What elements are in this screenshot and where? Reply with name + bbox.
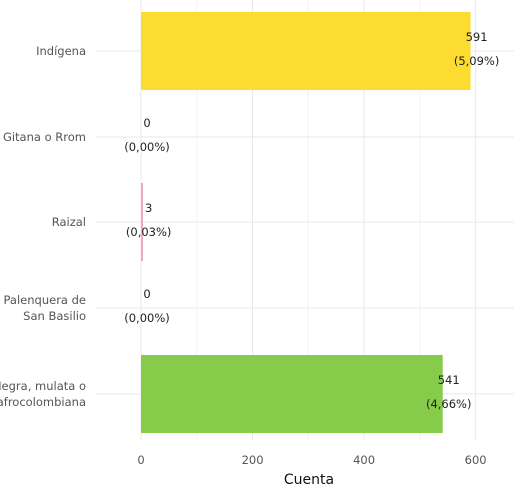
data-label-value: 3 xyxy=(145,201,152,215)
data-label-percent: (4,66%) xyxy=(426,397,472,411)
data-label-value: 0 xyxy=(143,116,150,130)
x-axis-ticks: 0 200 400 600 xyxy=(137,453,486,467)
data-label-percent: (0,00%) xyxy=(124,311,170,325)
data-label-value: 541 xyxy=(438,373,460,387)
bar xyxy=(141,355,443,433)
data-label-value: 591 xyxy=(466,30,488,44)
category-label: Negra, mulata o xyxy=(0,379,86,393)
bar xyxy=(141,183,143,261)
category-label: San Basilio xyxy=(23,309,86,323)
bar xyxy=(141,12,471,90)
category-label: Palenquera de xyxy=(4,293,87,307)
x-tick-label: 200 xyxy=(242,453,264,467)
data-label-percent: (0,03%) xyxy=(126,225,172,239)
category-label: Gitana o Rrom xyxy=(3,130,86,144)
data-label-percent: (0,00%) xyxy=(124,140,170,154)
category-labels: Indígena Gitana o Rrom Raizal Palenquera de… xyxy=(0,44,86,409)
category-label: Raizal xyxy=(52,215,86,229)
x-tick-label: 400 xyxy=(353,453,375,467)
data-label-percent: (5,09%) xyxy=(454,54,500,68)
x-axis-title: Cuenta xyxy=(284,472,334,488)
x-tick-label: 600 xyxy=(465,453,487,467)
bars xyxy=(141,12,471,433)
data-labels: 591 (5,09%) 0 (0,00%) 3 (0,03%) 0 (0,00%) 541 (4,… xyxy=(124,30,499,411)
category-label: Indígena xyxy=(36,44,86,58)
x-tick-label: 0 xyxy=(137,453,144,467)
data-label-value: 0 xyxy=(143,287,150,301)
category-label: afrocolombiana xyxy=(0,395,86,409)
